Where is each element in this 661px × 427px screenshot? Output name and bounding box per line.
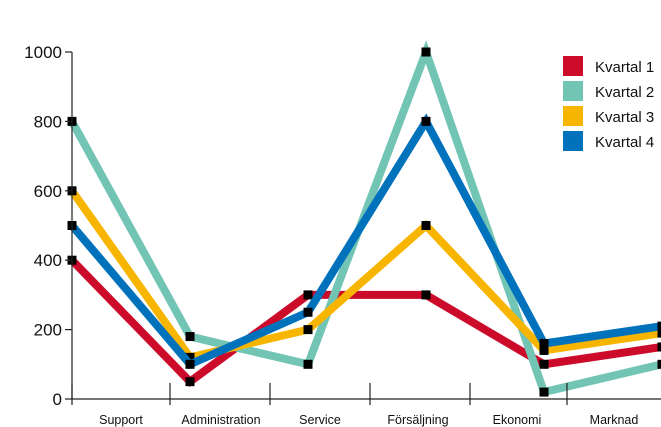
x-tick-label: Service <box>299 413 341 427</box>
series-layer <box>67 40 661 397</box>
x-tick-label: Marknad <box>590 413 639 427</box>
y-tick-label: 200 <box>34 321 62 340</box>
legend-label: Kvartal 4 <box>595 134 654 151</box>
data-point-marker <box>421 116 431 126</box>
data-point-marker <box>303 325 313 335</box>
axes-layer: 0 200 400 600 800 1000 Support Administration Se… <box>24 43 661 427</box>
data-point-marker <box>539 387 549 397</box>
series-line <box>68 188 661 362</box>
data-point-marker <box>185 352 195 362</box>
data-point-marker <box>185 359 195 369</box>
legend-swatch <box>563 106 583 126</box>
data-point-marker <box>657 321 661 331</box>
data-point-marker <box>185 332 195 342</box>
data-point-marker <box>539 359 549 369</box>
y-tick-label: 0 <box>53 390 62 409</box>
data-point-marker <box>539 338 549 348</box>
series-line <box>68 113 661 370</box>
legend-item-1: Kvartal 1 <box>563 56 654 76</box>
x-tick-label: Administration <box>181 413 260 427</box>
legend-item-3: Kvartal 3 <box>563 106 654 126</box>
series-line <box>69 257 661 387</box>
y-tick-label: 1000 <box>24 43 62 62</box>
legend: Kvartal 1 Kvartal 2 Kvartal 3 Kvartal 4 <box>563 56 654 151</box>
x-tick-label: Ekonomi <box>493 413 542 427</box>
legend-label: Kvartal 3 <box>595 109 654 126</box>
data-point-marker <box>421 290 431 300</box>
legend-swatch <box>563 56 583 76</box>
data-point-marker <box>303 307 313 317</box>
data-point-marker <box>657 342 661 352</box>
legend-item-2: Kvartal 2 <box>563 81 654 101</box>
data-point-marker <box>421 47 431 57</box>
data-point-marker <box>657 359 661 369</box>
x-tick-label: Support <box>99 413 143 427</box>
data-point-marker <box>657 328 661 338</box>
y-tick-label: 400 <box>34 251 62 270</box>
legend-swatch <box>563 131 583 151</box>
data-point-marker <box>185 377 195 387</box>
legend-label: Kvartal 2 <box>595 84 654 101</box>
data-point-marker <box>421 221 431 230</box>
y-tick-label: 800 <box>34 112 62 131</box>
series-4 <box>67 113 661 370</box>
series-line <box>68 40 661 397</box>
data-point-marker <box>303 359 313 369</box>
data-point-marker <box>303 290 313 300</box>
x-tick-label: Försäljning <box>387 413 448 427</box>
legend-item-4: Kvartal 4 <box>563 131 654 151</box>
y-tick-label: 600 <box>34 182 62 201</box>
legend-swatch <box>563 81 583 101</box>
data-point-marker <box>539 345 549 355</box>
legend-label: Kvartal 1 <box>595 59 654 76</box>
